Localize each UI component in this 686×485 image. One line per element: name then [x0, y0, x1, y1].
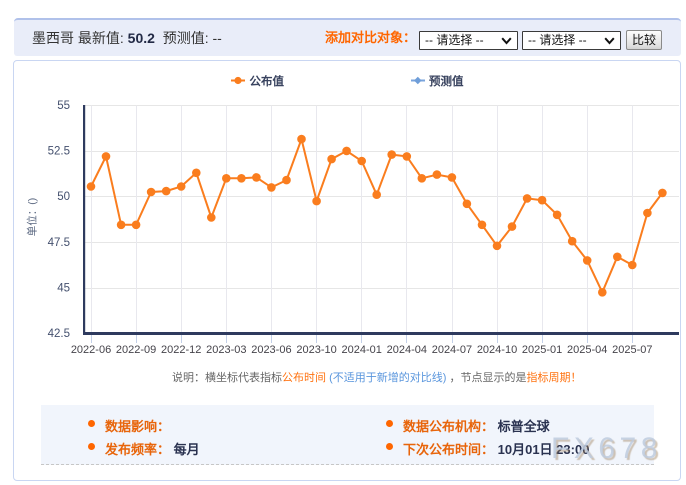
svg-text:2023-03: 2023-03	[206, 344, 246, 356]
svg-text:公布值: 公布值	[250, 74, 285, 88]
svg-text:2022-06: 2022-06	[71, 344, 111, 356]
svg-text:45: 45	[57, 283, 70, 295]
svg-text:预测值: 预测值	[429, 74, 464, 88]
svg-text:50: 50	[57, 191, 70, 203]
svg-text:2025-01: 2025-01	[522, 344, 562, 356]
svg-text:52.5: 52.5	[48, 146, 70, 158]
svg-text:42.5: 42.5	[48, 328, 70, 340]
svg-text:47.5: 47.5	[48, 237, 70, 249]
svg-text:2024-07: 2024-07	[432, 344, 472, 356]
svg-text:单位：(): 单位：()	[26, 198, 39, 237]
svg-text:55: 55	[57, 100, 70, 112]
svg-text:2023-10: 2023-10	[296, 344, 336, 356]
svg-text:2025-04: 2025-04	[567, 344, 607, 356]
svg-text:2023-06: 2023-06	[251, 344, 291, 356]
svg-text:2024-10: 2024-10	[477, 344, 517, 356]
svg-text:2024-04: 2024-04	[387, 344, 427, 356]
svg-text:2024-01: 2024-01	[342, 344, 382, 356]
svg-text:2022-09: 2022-09	[116, 344, 156, 356]
svg-text:2022-12: 2022-12	[161, 344, 201, 356]
svg-text:2025-07: 2025-07	[612, 344, 652, 356]
